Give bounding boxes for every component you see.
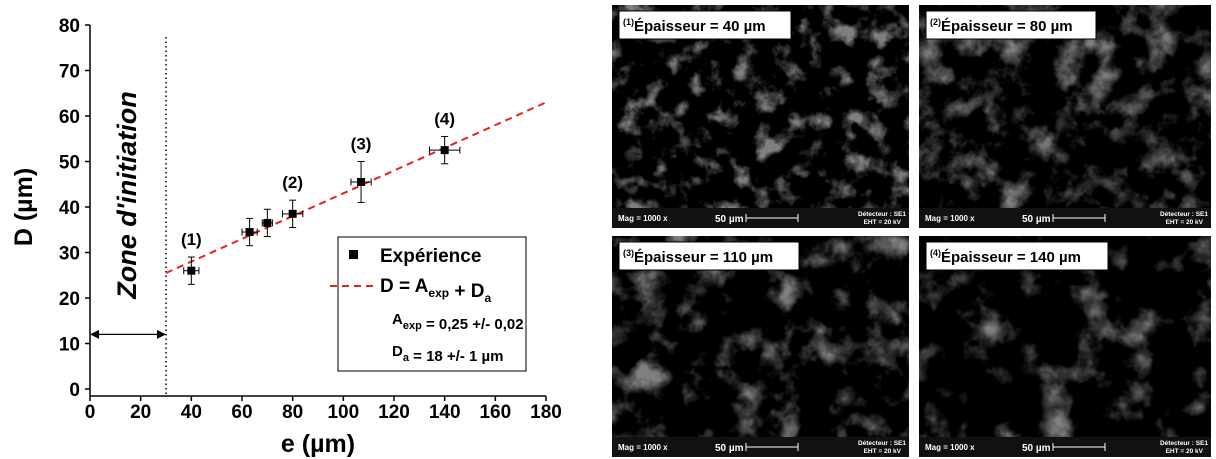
fit-param-sub: a [403,352,410,364]
x-tick-label: 160 [479,402,511,423]
mag-label: Mag = 1000 x [925,443,975,452]
y-tick-label: 10 [59,335,80,356]
legend-label-sub: exp [428,286,449,300]
data-point [357,177,366,186]
y-tick-label: 20 [59,289,80,310]
y-tick-label: 80 [59,16,80,37]
caption: (4)Épaisseur = 140 µm [930,248,1081,266]
y-tick-label: 40 [59,198,80,219]
eht-label: EHT = 20 kV [1166,219,1204,226]
x-tick-label: 80 [282,402,303,423]
caption-box [925,241,1109,271]
x-tick-label: 60 [231,402,252,423]
mag-label: Mag = 1000 x [618,214,668,223]
caption-index: (2) [930,17,941,27]
eht-label: EHT = 20 kV [864,448,902,455]
x-axis-label: e (µm) [281,430,355,458]
detector-label: Détecteur : SE1 [1160,211,1208,218]
sem-image [919,5,1211,228]
y-tick-label: 60 [59,107,80,128]
caption: (1)Épaisseur = 40 µm [623,17,766,35]
data-point [187,266,196,275]
point-label: (3) [351,135,372,154]
mag-label: Mag = 1000 x [618,443,668,452]
caption: (3)Épaisseur = 110 µm [623,248,773,266]
fit-param-part: D [392,343,403,360]
legend-box [337,236,527,372]
point-label: (4) [434,109,455,128]
x-tick-label: 120 [378,402,410,423]
y-tick-label: 70 [59,62,80,83]
x-tick-label: 40 [181,402,202,423]
legend-label-part: + D [449,281,484,302]
zone-label: Zone d'initiation [112,91,142,299]
point-label: (2) [282,173,303,192]
caption-text: Épaisseur = 140 µm [941,249,1081,266]
legend-label-sub: a [484,291,491,305]
data-point [288,209,297,218]
caption-box [925,10,1097,40]
fit-param: Da = 18 +/- 1 µm [392,343,504,365]
x-tick-label: 100 [327,402,359,423]
caption-index: (4) [930,248,941,258]
mag-label: Mag = 1000 x [925,214,975,223]
sem-image [919,236,1211,457]
legend-label-part: D = A [380,276,429,297]
scale-label: 50 µm [1022,443,1051,454]
sem-image-shade [919,236,1211,457]
fit-param: Aexp = 0,25 +/- 0,02 [392,311,524,333]
x-tick-label: 180 [530,402,562,423]
y-tick-label: 0 [69,380,80,401]
sem-image-shade [612,236,909,457]
data-point [245,228,254,237]
sem-image-shade [919,5,1211,228]
fit-param-part: = 18 +/- 1 µm [409,348,504,365]
y-axis-label: D (µm) [10,168,38,246]
caption-text: Épaisseur = 40 µm [634,18,766,35]
detector-label: Détecteur : SE1 [1160,440,1208,447]
y-tick-label: 30 [59,244,80,265]
legend-label: Expérience [380,246,481,267]
caption-box [618,241,800,271]
sem-image [612,5,909,228]
y-tick-label: 50 [59,153,80,174]
eht-label: EHT = 20 kV [864,219,902,226]
legend-marker [349,250,358,259]
legend-label: D = Aexp + Da [380,276,491,305]
detector-label: Détecteur : SE1 [858,440,906,447]
x-tick-label: 140 [429,402,461,423]
scale-label: 50 µm [715,443,744,454]
caption-index: (3) [623,248,634,258]
caption-text: Épaisseur = 80 µm [941,18,1073,35]
eht-label: EHT = 20 kV [1166,448,1204,455]
sem-image-shade [612,5,909,228]
data-point [440,146,449,155]
fit-param-part: = 0,25 +/- 0,02 [422,316,524,333]
scale-label: 50 µm [1022,214,1051,225]
scale-label: 50 µm [715,214,744,225]
fit-line [165,101,547,274]
x-tick-label: 0 [85,402,96,423]
fit-param-sub: exp [403,320,422,332]
detector-label: Détecteur : SE1 [858,211,906,218]
x-tick-label: 20 [130,402,151,423]
point-label: (1) [181,230,202,249]
data-point [263,218,272,227]
caption: (2)Épaisseur = 80 µm [930,17,1073,35]
sem-image [612,236,909,457]
caption-text: Épaisseur = 110 µm [634,249,773,266]
caption-box [618,10,792,40]
fit-param-part: A [392,311,403,328]
caption-index: (1) [623,17,634,27]
